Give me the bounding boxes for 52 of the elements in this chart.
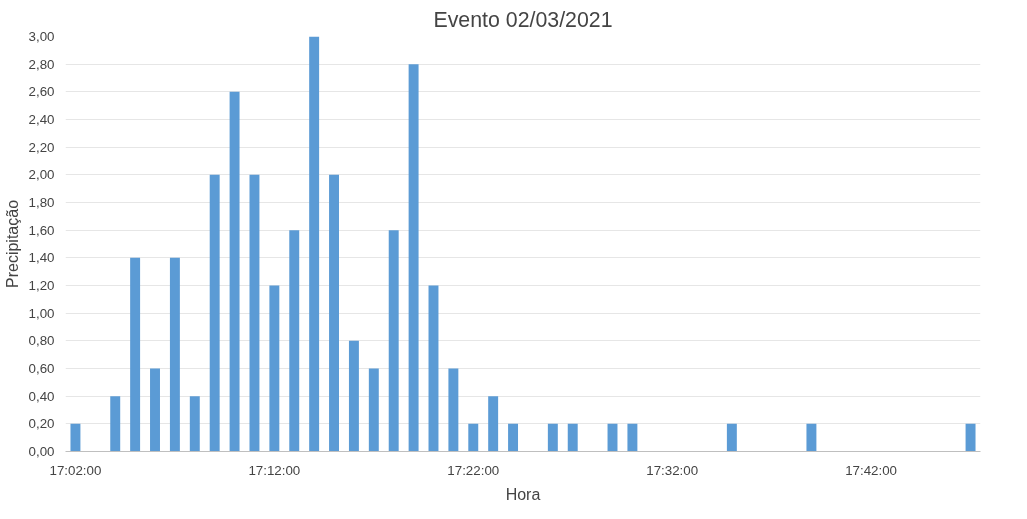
- bar: [726, 423, 737, 452]
- bar: [448, 368, 459, 452]
- y-axis-title: Precipitação: [3, 199, 21, 289]
- bar: [368, 368, 379, 452]
- y-tick-label: 1,60: [28, 222, 55, 238]
- bar: [329, 174, 340, 452]
- bar: [468, 423, 479, 452]
- bar: [309, 36, 320, 452]
- bar: [348, 340, 359, 452]
- bar: [249, 174, 260, 452]
- bar: [408, 64, 419, 452]
- bar: [428, 285, 439, 452]
- bar: [110, 396, 121, 452]
- y-tick-label: 0,60: [28, 361, 55, 376]
- bar: [547, 423, 558, 452]
- y-tick-label: 1,80: [28, 195, 55, 210]
- bar: [209, 174, 220, 452]
- bar: [388, 230, 399, 452]
- bar: [508, 423, 519, 452]
- y-tick-label: 2,80: [28, 56, 55, 72]
- bar: [567, 423, 578, 452]
- bar: [169, 257, 180, 452]
- y-tick-label: 2,40: [28, 112, 55, 127]
- y-tick-label: 1,40: [28, 250, 55, 266]
- x-tick-label: 17:42:00: [845, 462, 898, 478]
- bar: [488, 396, 499, 452]
- bar: [130, 257, 141, 452]
- y-tick-label: 0,40: [28, 388, 55, 404]
- y-tick-label: 0,20: [28, 416, 55, 432]
- x-tick-label: 17:32:00: [646, 462, 699, 478]
- y-tick-label: 1,20: [28, 278, 55, 293]
- y-tick-label: 0,00: [28, 444, 55, 459]
- y-tick-label: 2,60: [28, 84, 55, 100]
- bar: [627, 423, 638, 452]
- x-axis-title: Hora: [505, 485, 541, 503]
- bar: [229, 91, 240, 452]
- y-tick-label: 2,00: [28, 167, 55, 183]
- y-tick-label: 3,00: [28, 29, 55, 44]
- chart-title: Evento 02/03/2021: [433, 7, 613, 32]
- bar: [289, 230, 300, 452]
- x-tick-label: 17:12:00: [248, 462, 301, 478]
- bar: [965, 423, 976, 452]
- y-tick-label: 0,80: [28, 333, 55, 349]
- x-tick-label: 17:22:00: [447, 462, 500, 478]
- bar: [806, 423, 817, 452]
- bar: [70, 423, 81, 452]
- y-tick-label: 1,00: [28, 305, 55, 321]
- bar: [150, 368, 160, 452]
- y-tick-label: 2,20: [28, 139, 55, 155]
- bar: [269, 285, 280, 452]
- bar: [189, 396, 200, 452]
- x-tick-label: 17:02:00: [49, 462, 102, 478]
